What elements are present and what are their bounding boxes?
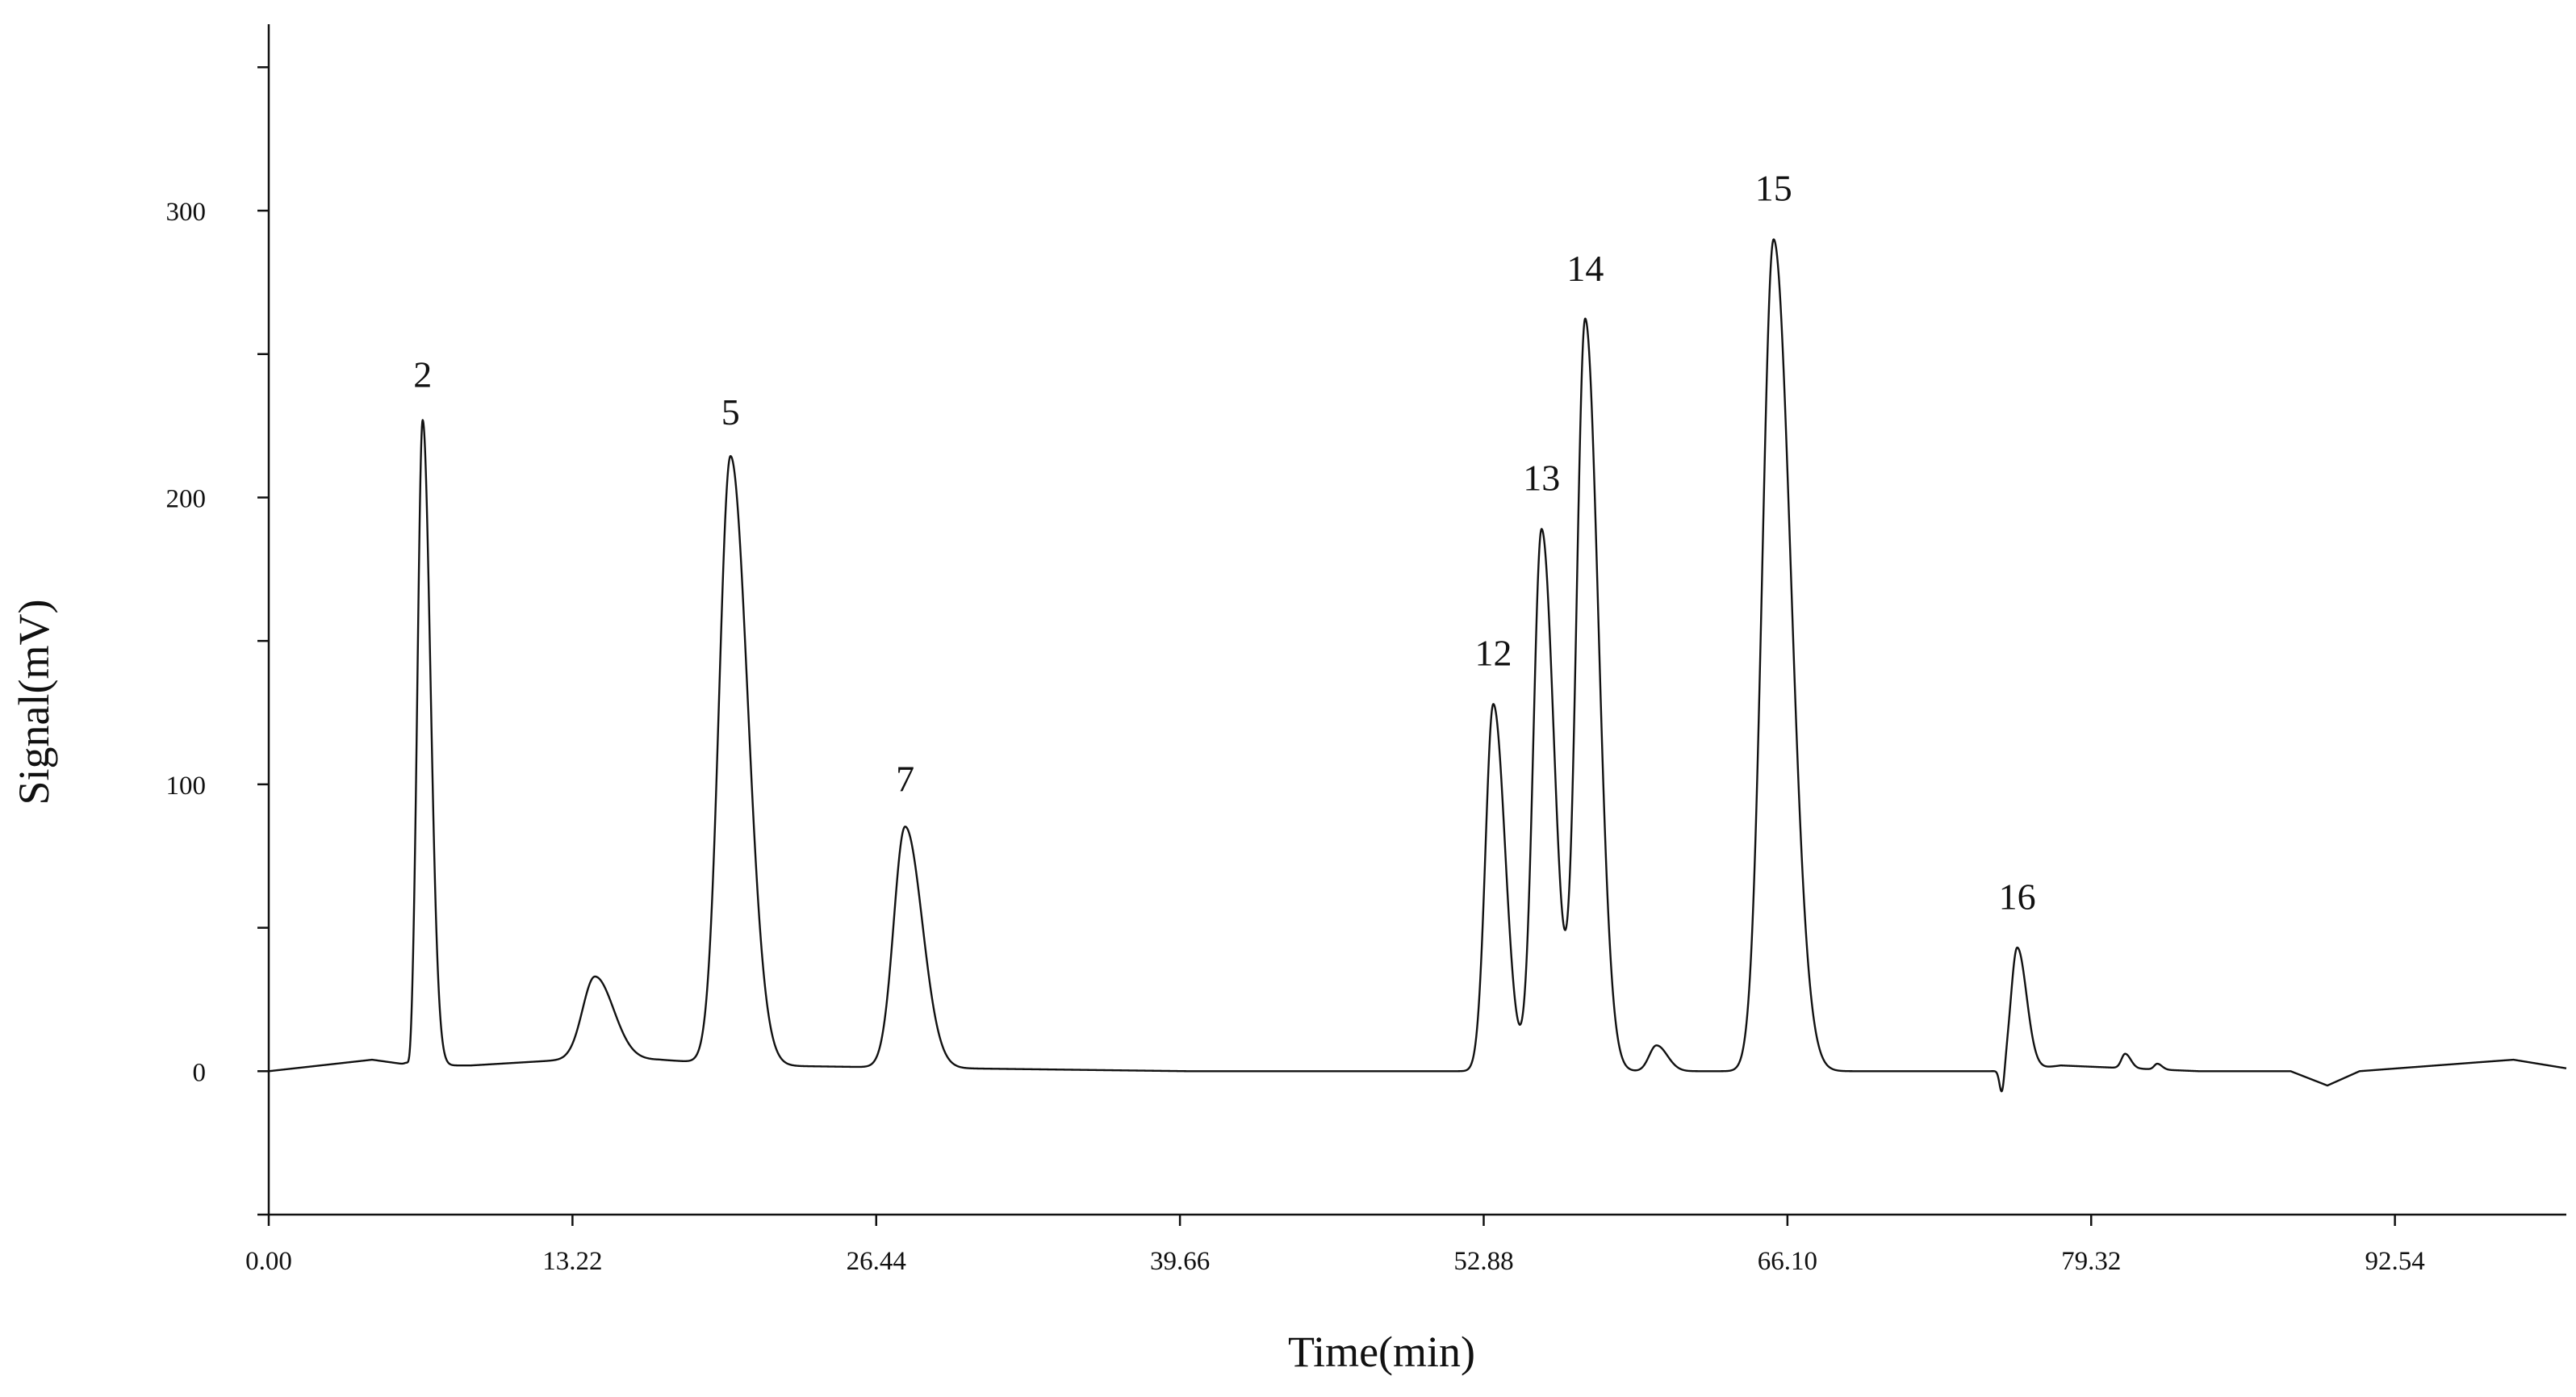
peak-labels: 2 5 7 12 13 14 15 16: [413, 168, 2035, 918]
x-tick-label: 13.22: [542, 1247, 602, 1276]
y-axis-ticks: 0 100 200 300: [166, 66, 269, 1216]
signal-trace: [268, 238, 2567, 1093]
peak-label-14: 14: [1566, 248, 1604, 289]
x-tick-label: 79.32: [2061, 1247, 2121, 1276]
x-tick-label: 52.88: [1453, 1247, 1513, 1276]
x-axis-title: Time(min): [1288, 1328, 1475, 1376]
peak-label-13: 13: [1523, 458, 1560, 499]
y-tick-label: 0: [193, 1058, 207, 1087]
x-tick-label: 39.66: [1150, 1247, 1210, 1276]
x-axis-ticks: 0.00 13.22 26.44 39.66 52.88 66.10 79.32 92.54: [245, 1215, 2425, 1276]
peak-label-2: 2: [413, 354, 432, 395]
peak-label-16: 16: [1999, 876, 2036, 917]
axes: [267, 24, 2566, 1216]
peak-label-7: 7: [896, 759, 914, 800]
y-axis-title: Signal(mV): [10, 600, 58, 805]
peak-label-15: 15: [1755, 168, 1792, 209]
x-tick-label: 0.00: [245, 1247, 292, 1276]
x-tick-label: 26.44: [847, 1247, 906, 1276]
x-tick-label: 92.54: [2365, 1247, 2424, 1276]
x-tick-label: 66.10: [1758, 1247, 1817, 1276]
peak-label-12: 12: [1474, 632, 1512, 673]
peak-label-5: 5: [721, 391, 740, 433]
y-tick-label: 100: [166, 772, 207, 801]
y-tick-label: 200: [166, 484, 207, 513]
y-tick-label: 300: [166, 198, 207, 227]
